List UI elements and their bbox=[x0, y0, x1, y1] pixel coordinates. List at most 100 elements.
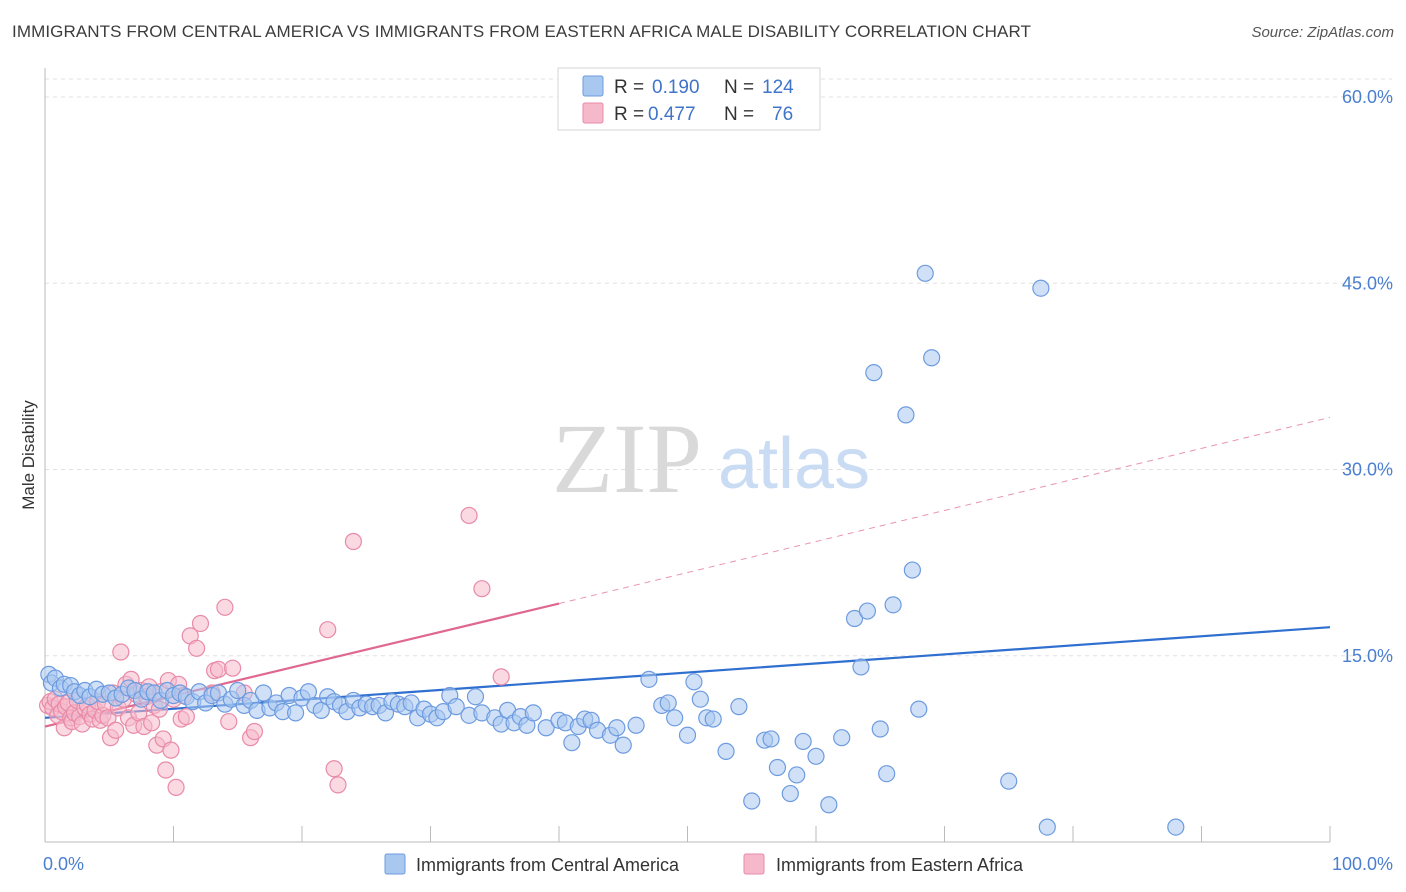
blue-point bbox=[762, 730, 780, 748]
blue-point bbox=[1032, 279, 1050, 297]
blue-point bbox=[730, 698, 748, 716]
x-tick-label: 0.0% bbox=[43, 854, 84, 874]
pink-point bbox=[112, 643, 130, 661]
blue-point bbox=[903, 561, 921, 579]
blue-point bbox=[1038, 818, 1056, 836]
pink-point bbox=[167, 778, 185, 796]
pink-point bbox=[473, 580, 491, 598]
chart-title: IMMIGRANTS FROM CENTRAL AMERICA VS IMMIG… bbox=[12, 22, 1032, 41]
blue-point bbox=[1000, 772, 1018, 790]
blue-point bbox=[614, 736, 632, 754]
blue-point bbox=[865, 364, 883, 382]
pink-point bbox=[344, 532, 362, 551]
legend-n-label-2: N = bbox=[724, 104, 754, 125]
data-points bbox=[38, 264, 1185, 836]
blue-point bbox=[1167, 818, 1185, 836]
pink-point bbox=[157, 761, 175, 779]
blue-point bbox=[807, 747, 825, 765]
pink-point bbox=[245, 722, 264, 741]
blue-point bbox=[871, 720, 889, 738]
blue-point bbox=[704, 710, 722, 728]
blue-point bbox=[659, 694, 677, 712]
blue-point bbox=[794, 732, 812, 751]
pink-point bbox=[220, 712, 238, 731]
pink-point bbox=[107, 721, 125, 739]
pink-point bbox=[492, 668, 510, 686]
legend-swatch-pink bbox=[582, 102, 604, 124]
blue-point bbox=[845, 609, 864, 628]
blue-point bbox=[691, 690, 709, 708]
legend: R = 0.190 N = 124 R = 0.477 N = 76 bbox=[557, 67, 821, 131]
watermark: ZIP atlas bbox=[552, 403, 870, 514]
blue-point bbox=[254, 684, 273, 702]
legend-n-value-1: 124 bbox=[762, 77, 794, 98]
y-tick-label: 60.0% bbox=[1342, 87, 1393, 107]
bottom-legend-swatch-blue bbox=[384, 853, 406, 875]
x-tick-labels: 0.0% 100.0% bbox=[43, 854, 1393, 874]
blue-point bbox=[627, 716, 645, 734]
blue-point bbox=[743, 792, 761, 810]
blue-point bbox=[717, 742, 735, 760]
pink-point bbox=[209, 660, 228, 679]
blue-point bbox=[878, 765, 896, 783]
pink-point bbox=[325, 760, 343, 778]
blue-point bbox=[884, 596, 902, 614]
y-tick-label: 30.0% bbox=[1342, 460, 1393, 480]
y-tick-labels: 15.0% 30.0% 45.0% 60.0% bbox=[1342, 87, 1393, 666]
blue-point bbox=[820, 796, 838, 814]
blue-point bbox=[910, 700, 928, 718]
legend-r-value-1: 0.190 bbox=[652, 77, 700, 98]
pink-point bbox=[329, 776, 347, 794]
legend-r-label-1: R = bbox=[614, 77, 644, 98]
blue-point bbox=[788, 766, 806, 784]
blue-point bbox=[640, 670, 658, 688]
blue-point bbox=[537, 719, 555, 737]
blue-point bbox=[563, 734, 581, 752]
legend-r-label-2: R = bbox=[614, 104, 644, 125]
source-label: Source: ZipAtlas.com bbox=[1251, 24, 1394, 41]
trend-line-eastern-africa-extension bbox=[558, 416, 1331, 605]
blue-point bbox=[923, 349, 941, 367]
pink-point bbox=[319, 621, 337, 639]
legend-swatch-blue bbox=[582, 75, 604, 97]
bottom-legend: Immigrants from Central America Immigran… bbox=[384, 853, 1024, 875]
pink-point bbox=[99, 709, 117, 727]
watermark-zip: ZIP bbox=[552, 403, 702, 514]
pink-point bbox=[177, 707, 195, 726]
y-tick-label: 45.0% bbox=[1342, 273, 1393, 293]
y-tick-label: 15.0% bbox=[1342, 646, 1393, 666]
x-tick-label: 100.0% bbox=[1332, 854, 1393, 874]
blue-point bbox=[781, 784, 799, 803]
blue-point bbox=[858, 602, 877, 620]
blue-point bbox=[286, 704, 305, 722]
blue-point bbox=[466, 688, 485, 706]
blue-point bbox=[608, 719, 626, 737]
pink-point bbox=[224, 659, 242, 677]
bottom-legend-label-pink: Immigrants from Eastern Africa bbox=[776, 855, 1024, 875]
grid-lines bbox=[45, 78, 1392, 657]
blue-point bbox=[229, 681, 247, 700]
pink-point bbox=[188, 639, 206, 657]
blue-point bbox=[833, 729, 851, 747]
blue-point bbox=[666, 709, 684, 727]
blue-point bbox=[678, 726, 697, 744]
bottom-legend-swatch-pink bbox=[743, 853, 765, 875]
blue-point bbox=[685, 673, 703, 691]
watermark-atlas: atlas bbox=[718, 424, 870, 504]
blue-point bbox=[916, 264, 934, 282]
y-axis-label: Male Disability bbox=[19, 400, 38, 510]
trend-line-eastern-africa bbox=[44, 602, 560, 728]
legend-n-value-2: 76 bbox=[772, 104, 793, 125]
blue-point bbox=[852, 658, 870, 676]
legend-n-label-1: N = bbox=[724, 77, 754, 98]
pink-point bbox=[143, 714, 161, 732]
blue-point bbox=[447, 698, 465, 716]
blue-point bbox=[524, 704, 542, 722]
pink-point bbox=[191, 614, 210, 633]
blue-point bbox=[897, 406, 915, 424]
pink-point bbox=[216, 598, 234, 616]
legend-r-value-2: 0.477 bbox=[648, 104, 696, 125]
bottom-legend-label-blue: Immigrants from Central America bbox=[416, 855, 680, 875]
pink-point bbox=[460, 506, 478, 525]
